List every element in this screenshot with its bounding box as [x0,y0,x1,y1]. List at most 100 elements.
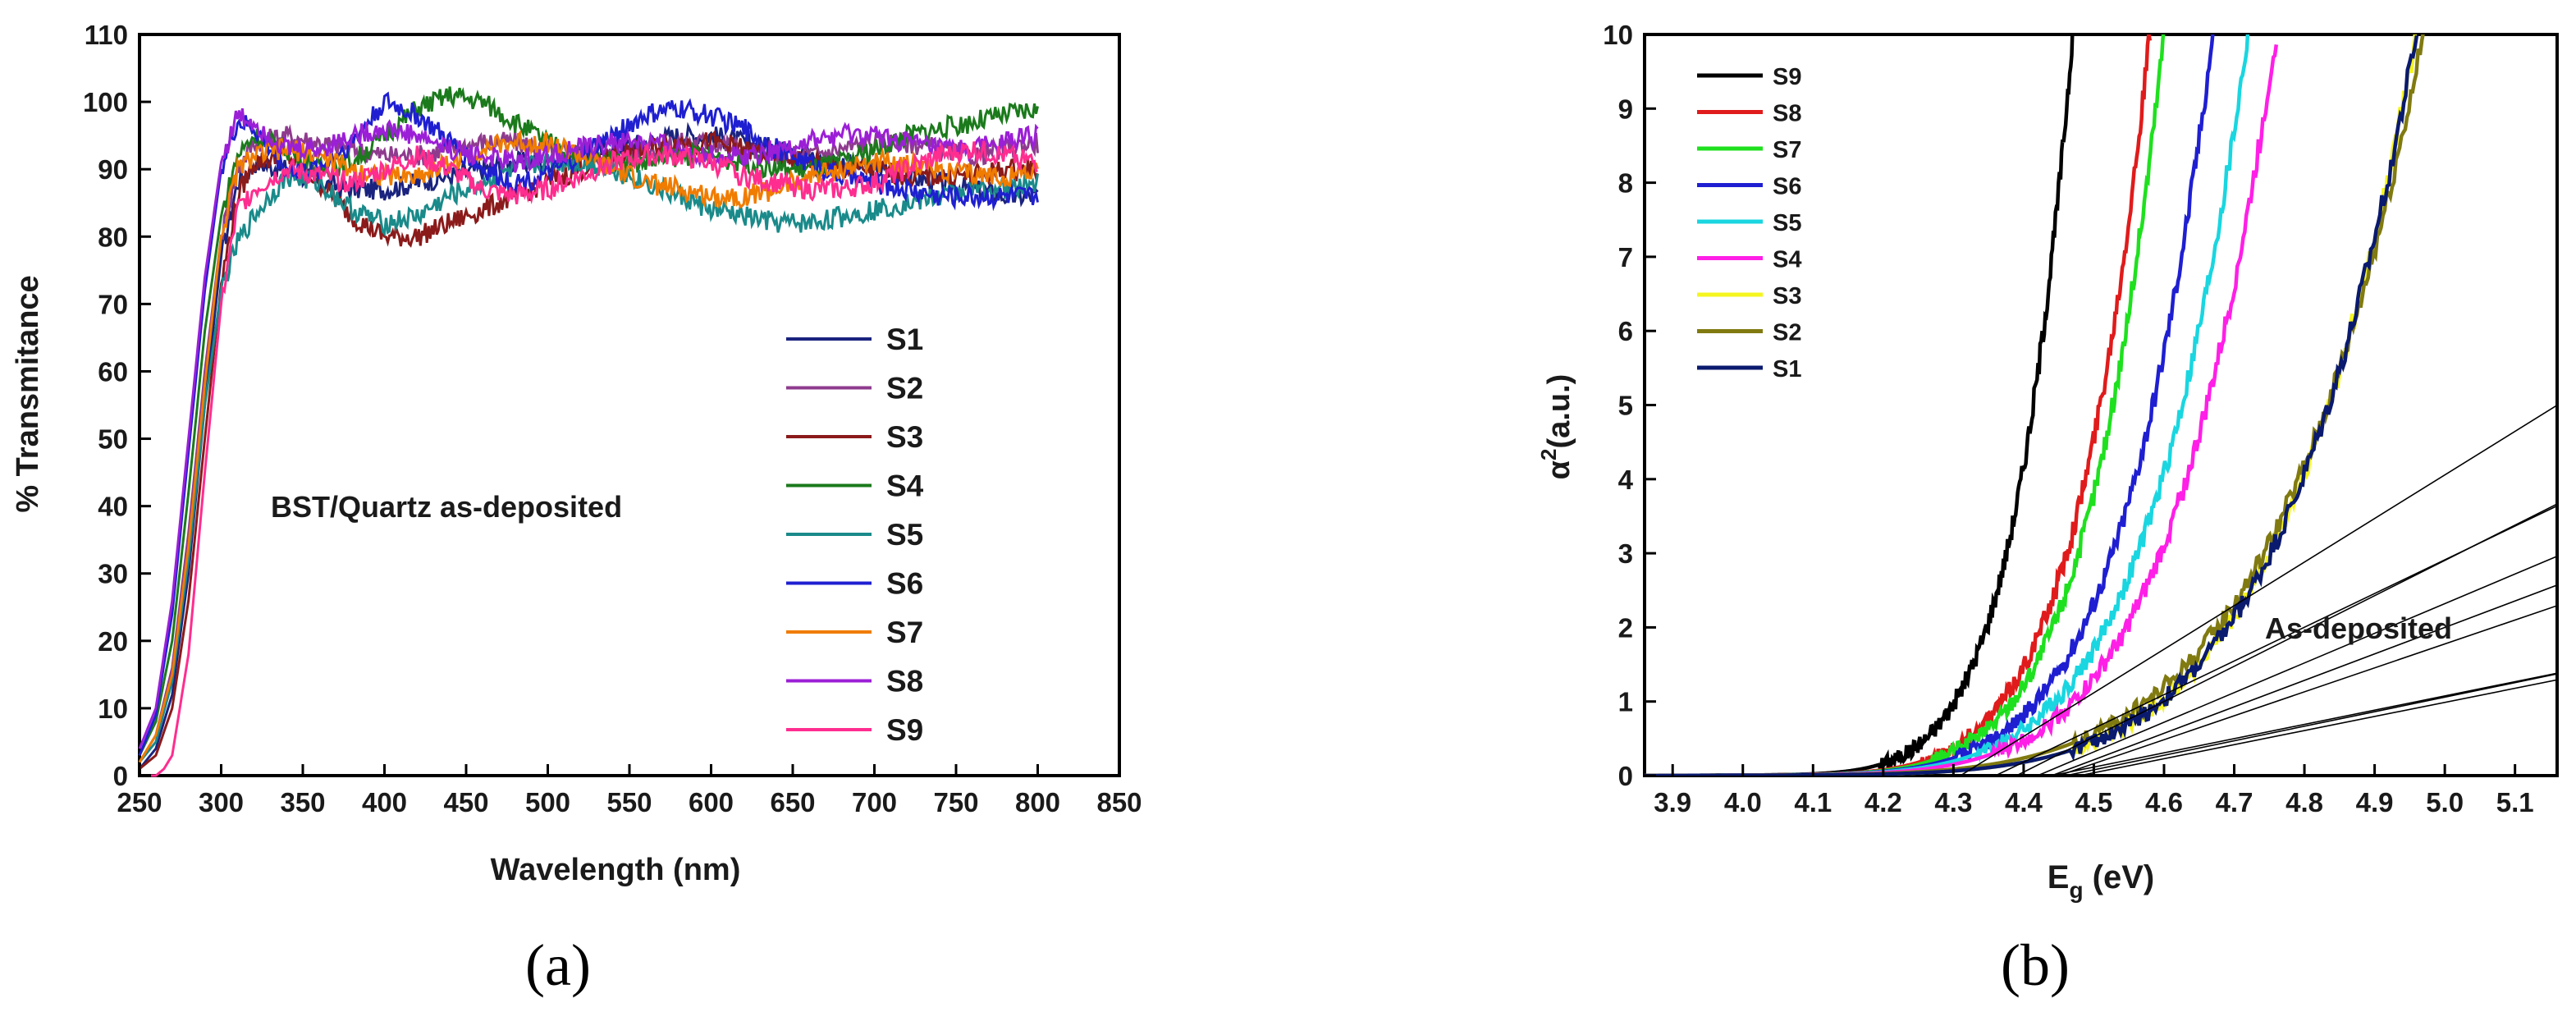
panel-label-a: (a) [525,932,591,998]
series-line-s8 [1645,34,2153,776]
series-line-s5 [1645,34,2250,776]
x-tick-label: 400 [362,787,407,817]
x-tick-label: 4.6 [2145,787,2183,817]
x-tick-label: 4.5 [2075,787,2113,817]
legend: S9 S8 S7 S6 S5 S4 S3 S2 S1 [1697,64,1801,382]
series-line-s9 [140,140,1038,777]
y-tick-label: 50 [98,424,128,455]
y-tick-label: 10 [98,694,128,724]
series-line-s1 [1645,34,2419,776]
y-tick-label: 10 [1603,20,1633,50]
x-tick-label: 300 [199,787,244,817]
y-tick-label: 40 [98,492,128,522]
series-line-s6 [1645,34,2215,776]
y-axis-label: α2(a.u.) [1536,374,1576,480]
series-line-s9 [1645,34,2075,776]
x-axis-label: Wavelength (nm) [491,853,741,887]
x-label-unit: (eV) [2084,859,2155,895]
y-tick-label: 6 [1618,316,1633,346]
legend-label: S5 [886,518,923,552]
fit-line-s7 [2016,503,2557,776]
x-tick-label: 650 [770,787,815,817]
y-tick-label: 8 [1618,168,1633,199]
legend-label: S3 [886,420,923,454]
x-tick-label: 4.2 [1865,787,1902,817]
legend-label: S9 [886,713,923,747]
y-tick-label: 90 [98,154,128,185]
y-tick-label: 20 [98,626,128,657]
y-ticks: 0 1 2 3 4 5 6 7 8 9 10 [1603,20,1656,791]
x-tick-label: 500 [525,787,570,817]
linear-fit-lines [1960,404,2557,776]
x-tick-label: 5.0 [2426,787,2464,817]
legend-label: S2 [1773,320,1801,346]
x-tick-label: 4.9 [2356,787,2394,817]
y-tick-label: 0 [1618,761,1633,791]
y-tick-label: 0 [113,761,128,791]
legend-label: S4 [1773,247,1801,273]
y-tick-label: 5 [1618,391,1633,421]
panel-label-b: (b) [2001,932,2070,998]
x-label-sub: g [2069,877,2083,903]
fit-line-s9 [1960,404,2557,776]
x-tick-label: 4.1 [1794,787,1832,817]
x-tick-label: 800 [1015,787,1060,817]
x-axis-label: Eg (eV) [2048,859,2154,903]
legend-label: S5 [1773,210,1801,236]
y-label-main: α [1542,460,1576,479]
y-tick-label: 7 [1618,242,1633,272]
y-tick-label: 60 [98,356,128,387]
y-tick-label: 80 [98,222,128,252]
series-group [138,86,1039,777]
x-tick-label: 600 [689,787,734,817]
legend-label: S1 [886,323,923,356]
series-line-s8 [138,108,1039,749]
y-label-sup: 2 [1536,448,1561,460]
x-tick-label: 450 [443,787,488,817]
legend-label: S4 [886,469,924,503]
y-tick-label: 100 [83,87,128,117]
legend-label: S8 [1773,101,1801,127]
x-tick-label: 4.7 [2216,787,2253,817]
x-ticks: 250 300 350 400 450 500 550 600 650 700 750 800 850 [117,764,1142,817]
transmittance-chart: 250 300 350 400 450 500 550 600 650 700 750 800 850 … [11,20,1142,998]
x-tick-label: 750 [933,787,978,817]
annotation: BST/Quartz as-deposited [271,490,622,524]
x-tick-label: 250 [117,787,162,817]
x-label-main: E [2048,859,2070,895]
x-tick-label: 550 [606,787,652,817]
y-ticks: 0 10 20 30 40 50 60 70 80 90 100 110 [83,20,151,791]
fit-line-s4 [2058,605,2557,776]
y-tick-label: 2 [1618,612,1633,643]
x-tick-label: 4.8 [2285,787,2323,817]
y-axis-label: % Transmitance [11,275,45,512]
x-tick-label: 4.0 [1724,787,1762,817]
x-ticks: 3.9 4.0 4.1 4.2 4.3 4.4 4.5 4.6 4.7 4.8 4.9 5.0 5.1 [1654,764,2534,817]
legend-label: S7 [886,616,923,649]
legend-label: S3 [1773,283,1801,309]
y-tick-label: 30 [98,559,128,589]
legend-label: S6 [1773,174,1801,200]
y-tick-label: 9 [1618,94,1633,124]
series-group [1645,34,2425,776]
legend-label: S1 [1773,356,1801,382]
y-tick-label: 1 [1618,687,1633,717]
y-tick-label: 110 [85,20,128,50]
legend-label: S9 [1773,64,1801,90]
y-tick-label: 3 [1618,538,1633,569]
y-tick-label: 70 [98,289,128,319]
legend-label: S7 [1773,137,1801,163]
fit-line-s5 [2051,584,2557,776]
x-tick-label: 5.1 [2496,787,2534,817]
tauc-chart: 3.9 4.0 4.1 4.2 4.3 4.4 4.5 4.6 4.7 4.8 4.9 5.0 5.1 … [1536,20,2559,998]
x-tick-label: 350 [280,787,325,817]
y-tick-label: 4 [1618,465,1634,495]
x-tick-label: 4.3 [1934,787,1972,817]
fit-line-s6 [2037,555,2557,776]
fit-line-s1 [2051,672,2557,776]
y-label-unit: (a.u.) [1542,374,1576,449]
legend: S1 S2 S3 S4 S5 S6 S7 S8 S9 [786,323,924,747]
x-tick-label: 3.9 [1654,787,1691,817]
x-tick-label: 850 [1096,787,1142,817]
